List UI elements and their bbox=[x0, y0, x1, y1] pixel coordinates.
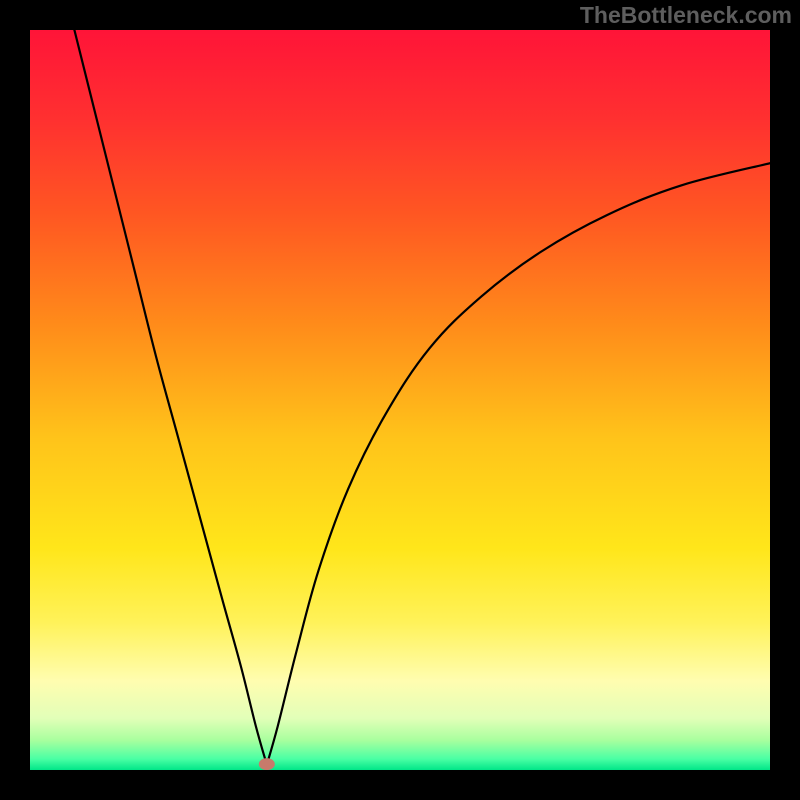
gradient-background bbox=[30, 30, 770, 770]
chart-svg bbox=[30, 30, 770, 770]
min-marker bbox=[259, 758, 275, 770]
chart-frame: TheBottleneck.com bbox=[0, 0, 800, 800]
watermark-text: TheBottleneck.com bbox=[580, 2, 792, 29]
plot-area bbox=[30, 30, 770, 770]
